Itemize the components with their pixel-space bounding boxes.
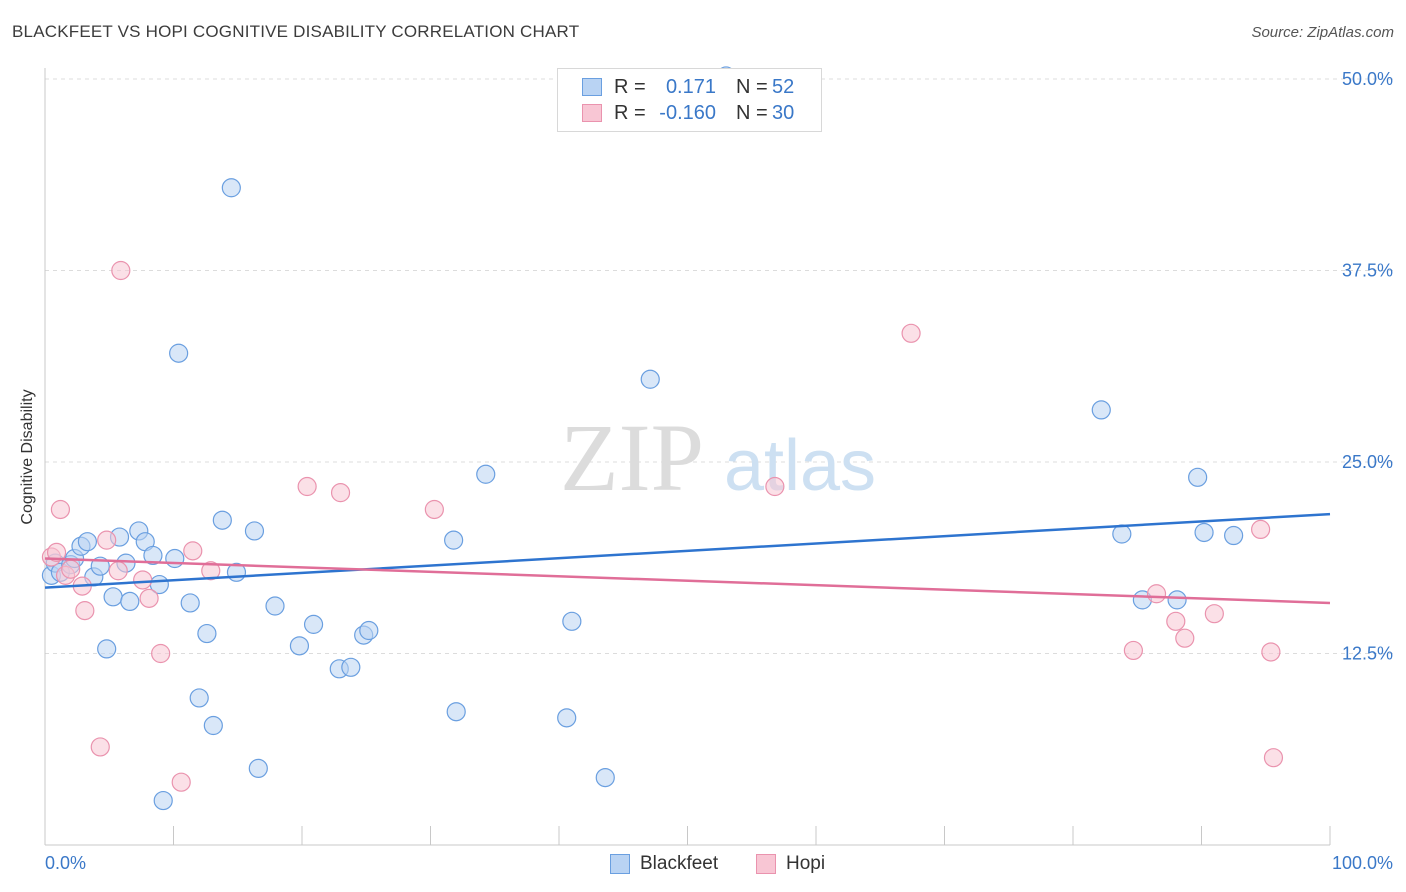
stats-row-blackfeet: R = 0.171 N = 52 bbox=[582, 74, 794, 100]
r-label: R = bbox=[614, 101, 646, 124]
hopi-point bbox=[1123, 640, 1143, 661]
blackfeet-point bbox=[153, 790, 173, 811]
tick-labels: 12.5% 25.0% 37.5% 50.0% 0.0% 100.0% bbox=[45, 69, 1393, 873]
hopi-point bbox=[111, 260, 131, 281]
hopi-point bbox=[139, 588, 159, 608]
stats-row-hopi: R = -0.160 N = 30 bbox=[582, 100, 794, 126]
blackfeet-legend-swatch bbox=[610, 854, 630, 874]
blackfeet-legend-label: Blackfeet bbox=[640, 853, 719, 874]
hopi-point bbox=[1166, 611, 1186, 631]
blackfeet-r-value: 0.171 bbox=[665, 75, 716, 98]
hopi-point bbox=[151, 643, 171, 664]
x-tick-label-min: 0.0% bbox=[45, 853, 86, 873]
hopi-point bbox=[61, 559, 81, 579]
blackfeet-point bbox=[476, 464, 496, 484]
blackfeet-point bbox=[1224, 525, 1244, 546]
blackfeet-swatch bbox=[582, 78, 602, 96]
blackfeet-point bbox=[1112, 524, 1132, 544]
blackfeet-point bbox=[120, 591, 140, 612]
blackfeet-point bbox=[1167, 590, 1187, 610]
hopi-n-value: 30 bbox=[772, 101, 795, 124]
hopi-point bbox=[330, 483, 351, 503]
blackfeet-point bbox=[97, 639, 117, 659]
hopi-point bbox=[171, 772, 191, 792]
hopi-point bbox=[297, 476, 317, 497]
blackfeet-point bbox=[169, 343, 189, 363]
blackfeet-point bbox=[143, 545, 163, 566]
hopi-point bbox=[90, 737, 110, 757]
grid-lines bbox=[45, 78, 1395, 654]
blackfeet-point bbox=[203, 715, 223, 736]
blackfeet-point bbox=[197, 623, 217, 644]
blackfeet-point bbox=[341, 657, 361, 677]
y-tick-label: 37.5% bbox=[1342, 261, 1393, 281]
blackfeet-point bbox=[444, 530, 464, 550]
n-label: N = bbox=[736, 101, 768, 124]
hopi-point bbox=[46, 542, 67, 562]
hopi-point bbox=[1146, 584, 1167, 604]
blackfeet-point bbox=[303, 614, 324, 634]
hopi-point bbox=[1261, 642, 1281, 662]
blackfeet-point bbox=[289, 636, 310, 656]
hopi-legend-swatch bbox=[756, 854, 776, 874]
x-tick-label-max: 100.0% bbox=[1332, 853, 1393, 873]
blackfeet-n-value: 52 bbox=[772, 75, 795, 98]
y-tick-label: 25.0% bbox=[1342, 452, 1393, 472]
blackfeet-point bbox=[103, 587, 123, 607]
hopi-point bbox=[75, 601, 95, 621]
hopi-points bbox=[41, 260, 1284, 792]
blackfeet-point bbox=[212, 510, 232, 530]
blackfeet-point bbox=[1091, 400, 1111, 420]
blackfeet-point bbox=[248, 758, 268, 779]
blackfeet-point bbox=[265, 596, 285, 616]
blackfeet-point bbox=[165, 548, 185, 569]
blackfeet-point bbox=[221, 178, 241, 198]
watermark-zip: ZIP bbox=[560, 404, 704, 511]
hopi-point bbox=[1251, 519, 1271, 540]
blackfeet-point bbox=[359, 620, 379, 641]
hopi-point bbox=[183, 541, 203, 561]
hopi-point bbox=[1204, 604, 1224, 624]
blackfeet-point bbox=[1188, 467, 1208, 487]
correlation-stats-box: R = 0.171 N = 52 R = -0.160 N = 30 bbox=[557, 68, 822, 132]
legend-item-blackfeet[interactable]: Blackfeet bbox=[610, 852, 718, 876]
watermark-atlas: atlas bbox=[724, 426, 876, 506]
source-credit: Source: ZipAtlas.com bbox=[1251, 24, 1394, 41]
hopi-point bbox=[765, 476, 785, 497]
hopi-point bbox=[901, 323, 921, 343]
hopi-point bbox=[108, 561, 128, 581]
chart-title: BLACKFEET VS HOPI COGNITIVE DISABILITY C… bbox=[12, 22, 580, 41]
blackfeet-trendline bbox=[44, 512, 1331, 589]
watermark: ZIP atlas bbox=[560, 404, 876, 511]
r-label: R = bbox=[614, 75, 646, 98]
legend-item-hopi[interactable]: Hopi bbox=[756, 852, 825, 876]
hopi-r-value: -0.160 bbox=[659, 101, 716, 124]
hopi-point bbox=[133, 570, 153, 590]
blackfeet-point bbox=[446, 702, 466, 722]
hopi-point bbox=[424, 499, 444, 520]
blackfeet-point bbox=[640, 369, 660, 389]
hopi-point bbox=[50, 499, 71, 520]
blackfeet-point bbox=[595, 767, 615, 788]
hopi-point bbox=[1175, 628, 1195, 648]
y-tick-label: 12.5% bbox=[1342, 644, 1393, 664]
blackfeet-point bbox=[557, 708, 577, 728]
hopi-legend-label: Hopi bbox=[786, 853, 826, 874]
hopi-trendline bbox=[44, 557, 1331, 605]
hopi-point bbox=[1263, 748, 1284, 768]
blackfeet-point bbox=[244, 521, 265, 541]
hopi-point bbox=[97, 530, 117, 550]
blackfeet-point bbox=[180, 593, 200, 613]
axes bbox=[44, 68, 1331, 846]
blackfeet-point bbox=[77, 532, 98, 552]
blackfeet-point bbox=[1194, 522, 1214, 543]
blackfeet-point bbox=[562, 611, 582, 631]
n-label: N = bbox=[736, 75, 768, 98]
y-tick-label: 50.0% bbox=[1342, 69, 1393, 89]
trend-lines bbox=[44, 512, 1331, 605]
blackfeet-point bbox=[189, 688, 209, 708]
hopi-swatch bbox=[582, 104, 602, 122]
hopi-point bbox=[201, 561, 221, 581]
